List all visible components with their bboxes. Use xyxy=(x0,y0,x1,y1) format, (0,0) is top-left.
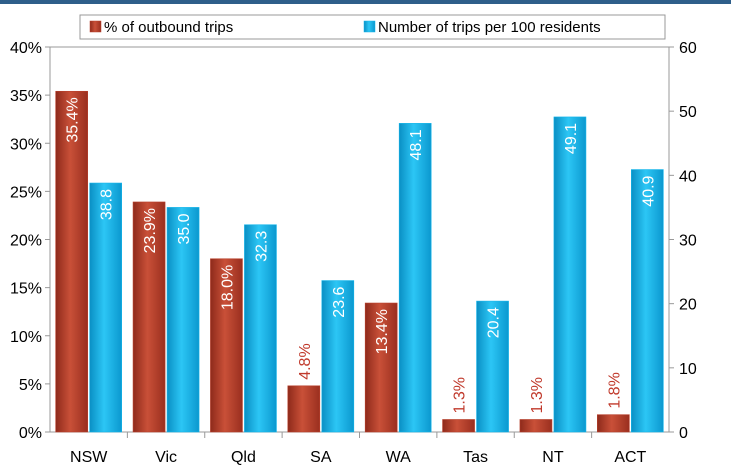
right-tick-label: 60 xyxy=(679,40,697,57)
x-tick-label: Vic xyxy=(155,449,177,466)
left-tick-label: 30% xyxy=(10,136,42,153)
legend-swatch xyxy=(363,20,376,33)
bar-trips-per-100 xyxy=(476,300,509,433)
x-tick-label: NT xyxy=(542,449,564,466)
right-tick-label: 30 xyxy=(679,233,697,250)
bar-outbound-share xyxy=(519,419,553,433)
bars: 35.4% 23.9% 18.0% 4.8% 13.4% 1.3% 1.3% 1.8% 38.8… xyxy=(55,90,664,433)
bar-outbound-share xyxy=(210,258,243,433)
legend-label: Number of trips per 100 residents xyxy=(378,19,601,36)
legend: % of outbound trips Number of trips per 1… xyxy=(89,19,601,36)
data-label: 38.8 xyxy=(99,189,116,220)
left-tick-label: 5% xyxy=(19,377,42,394)
data-label: 23.9% xyxy=(142,208,159,253)
x-tick-label: Tas xyxy=(463,449,488,466)
x-tick-label: SA xyxy=(310,449,332,466)
data-label: 23.6 xyxy=(331,286,348,317)
bar-outbound-share xyxy=(442,419,475,433)
right-tick-label: 20 xyxy=(679,297,697,314)
bar-trips-per-100 xyxy=(631,169,664,433)
bar-trips-per-100 xyxy=(321,280,355,433)
bar-outbound-share xyxy=(287,385,321,433)
right-tick-label: 50 xyxy=(679,104,697,121)
data-label: 32.3 xyxy=(253,231,270,262)
bar-trips-per-100 xyxy=(244,224,277,433)
data-label: 13.4% xyxy=(374,309,391,354)
left-tick-label: 25% xyxy=(10,184,42,201)
right-axis: 0 10 20 30 40 50 60 xyxy=(669,40,697,442)
data-label: 18.0% xyxy=(219,265,236,310)
data-label: 1.8% xyxy=(606,372,623,408)
bar-trips-per-100 xyxy=(166,207,200,433)
bar-trips-per-100 xyxy=(553,116,587,433)
x-tick-label: WA xyxy=(386,449,412,466)
right-tick-label: 0 xyxy=(679,425,688,442)
data-label: 1.3% xyxy=(529,377,546,413)
right-tick-label: 10 xyxy=(679,361,697,378)
data-label: 35.0 xyxy=(176,213,193,244)
left-tick-label: 15% xyxy=(10,281,42,298)
bar-outbound-share xyxy=(364,302,398,433)
x-tick-label: Qld xyxy=(231,449,256,466)
data-label: 40.9 xyxy=(640,175,657,206)
legend-swatch xyxy=(89,20,102,33)
left-axis: 0% 5% 10% 15% 20% 25% 30% 35% 40% xyxy=(10,40,50,442)
x-tick-label: NSW xyxy=(70,449,108,466)
data-label: 49.1 xyxy=(563,123,580,154)
bar-trips-per-100 xyxy=(89,182,122,433)
data-label: 1.3% xyxy=(452,377,469,413)
data-label: 4.8% xyxy=(297,343,314,379)
right-tick-label: 40 xyxy=(679,168,697,185)
bar-outbound-share xyxy=(597,414,630,433)
data-label: 20.4 xyxy=(486,307,503,338)
bar-outbound-share xyxy=(55,90,88,433)
bar-outbound-share xyxy=(132,201,166,433)
bar-trips-per-100 xyxy=(398,123,432,433)
left-tick-label: 0% xyxy=(19,425,42,442)
top-rule xyxy=(0,0,731,4)
data-label: 48.1 xyxy=(408,129,425,160)
left-tick-label: 20% xyxy=(10,233,42,250)
left-tick-label: 10% xyxy=(10,329,42,346)
x-tick-label: ACT xyxy=(614,449,646,466)
left-tick-label: 35% xyxy=(10,88,42,105)
data-label: 35.4% xyxy=(65,97,82,142)
x-axis: NSW Vic Qld SA WA Tas NT ACT xyxy=(70,432,647,466)
legend-label: % of outbound trips xyxy=(104,19,233,36)
left-tick-label: 40% xyxy=(10,40,42,57)
